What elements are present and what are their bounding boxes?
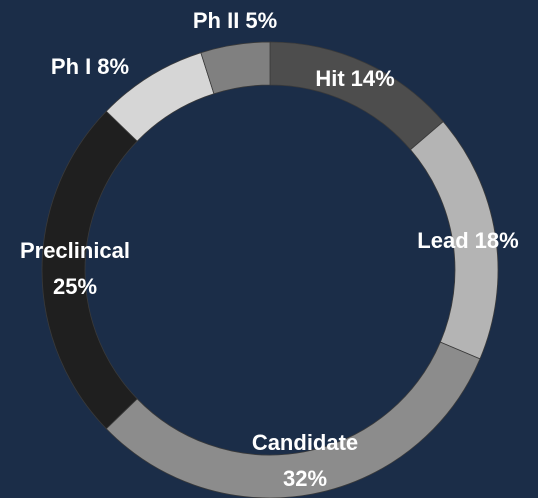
- value-label: 25%: [53, 274, 97, 299]
- donut-segment: [200, 41, 271, 95]
- category-label: Ph II: [193, 8, 239, 33]
- data-label: Preclinical 25%: [20, 238, 130, 299]
- category-label: Lead: [417, 228, 468, 253]
- data-label: Hit 14%: [315, 66, 394, 91]
- value-label: 14%: [351, 66, 395, 91]
- data-label: Candidate 32%: [252, 430, 358, 491]
- data-label: Ph I 8%: [51, 54, 129, 79]
- donut-segment: [41, 110, 138, 430]
- value-label: 32%: [283, 466, 327, 491]
- data-label: Ph II 5%: [193, 8, 277, 33]
- donut-segment: [269, 41, 444, 151]
- category-label: Ph I: [51, 54, 91, 79]
- value-label: 8%: [97, 54, 129, 79]
- category-label: Preclinical: [20, 238, 130, 263]
- value-label: 5%: [245, 8, 277, 33]
- category-label: Candidate: [252, 430, 358, 455]
- category-label: Hit: [315, 66, 345, 91]
- data-label: Lead 18%: [417, 228, 518, 253]
- value-label: 18%: [475, 228, 519, 253]
